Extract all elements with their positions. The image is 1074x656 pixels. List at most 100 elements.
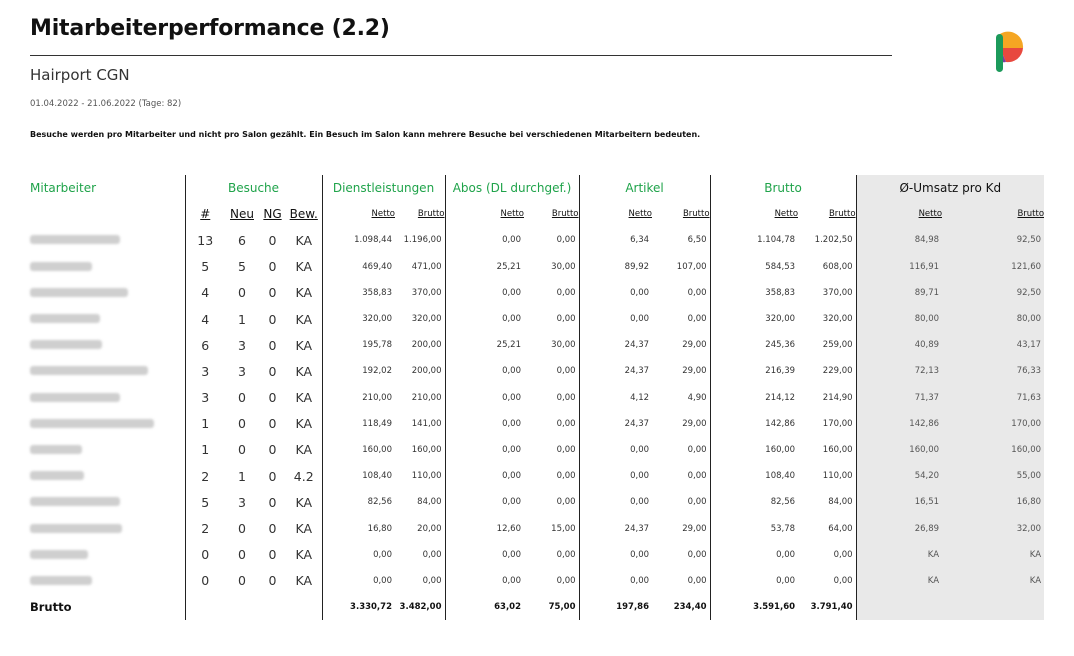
employee-name-redacted [26,306,185,332]
table-cell: 30,00 [551,340,576,351]
table-cell: 0,00 [709,567,799,594]
employee-name-redacted [26,437,185,463]
table-cell: 0,00 [444,541,524,568]
table-cell: 6 [238,232,246,248]
table-cell: 0,00 [556,314,576,325]
table-row: 4 0 0 KA 358,83 370,00 0,00 0,00 0,00 0,00 358,83 3… [26,279,1045,306]
table-cell: 0,00 [556,471,576,482]
table-cell: 142,86 [709,410,799,437]
table-cell: 214,90 [822,392,853,403]
table-cell: 0 [238,442,246,458]
table-cell: KA [942,541,1045,568]
table-row: 5 3 0 KA 82,56 84,00 0,00 0,00 0,00 0,00 82,56 84,0… [26,489,1045,516]
col-besuche: Besuche [184,175,322,202]
total-avg-empty [942,594,1045,621]
table-cell: 0,00 [556,287,576,298]
table-cell: 214,12 [709,384,799,411]
table-cell: 469,40 [321,253,395,280]
total-cell: 63,02 [444,594,524,621]
redacted-name-blur [30,366,148,376]
table-cell: 0 [268,521,277,537]
table-cell: 3 [238,337,246,353]
redacted-name-blur [30,235,120,245]
col-neu: Neu [230,207,254,222]
table-cell: 1.196,00 [403,235,442,246]
table-row: 4 1 0 KA 320,00 320,00 0,00 0,00 0,00 0,00 320,00 3… [26,305,1045,333]
table-cell: 0,00 [687,314,707,325]
performance-table: Mitarbeiter Besuche Dienstleistungen Abo… [26,175,1045,621]
col-avg-umsatz: Ø-Umsatz pro Kd [855,175,1045,202]
table-cell: 0,00 [578,279,653,306]
table-cell: 92,50 [942,279,1045,306]
table-cell: 210,00 [411,392,442,403]
table-cell: 16,80 [942,489,1045,516]
table-row: 1 0 0 KA 118,49 141,00 0,00 0,00 24,37 29,00 142,8… [26,410,1045,437]
table-cell: 320,00 [321,305,395,333]
employee-name-redacted [26,515,185,541]
col-mitarbeiter: Mitarbeiter [30,181,97,196]
table-cell: 259,00 [822,340,853,351]
table-row: 3 0 0 KA 210,00 210,00 0,00 0,00 4,12 4,90 214,12 2… [26,384,1045,411]
table-cell: 3 [184,384,225,411]
col-bew: Bew. [289,207,318,222]
redacted-name-blur [30,575,92,585]
col-abos: Abos (DL durchgef.) [444,175,580,202]
col-abo-netto: Netto [444,201,524,228]
employee-name-redacted [26,542,185,568]
table-cell: 0,00 [578,489,653,516]
table-cell: 0,00 [556,392,576,403]
table-cell: 1 [238,468,246,484]
table-cell: 0,00 [556,497,576,508]
table-cell: KA [295,442,313,458]
table-cell: 195,78 [321,332,395,359]
table-cell: 1 [184,410,225,437]
table-cell: 5 [184,253,225,280]
table-cell: KA [855,567,943,594]
table-cell: KA [295,259,313,275]
table-cell: 0 [268,311,277,327]
table-cell: 0,00 [833,575,853,586]
col-art-netto: Netto [578,201,653,228]
employee-name-redacted [26,568,185,594]
visits-note: Besuche werden pro Mitarbeiter und nicht… [30,130,701,139]
table-row: 2 0 0 KA 16,80 20,00 12,60 15,00 24,37 29,00 53,78… [26,515,1045,542]
table-cell: 0,00 [556,444,576,455]
table-cell: 64,00 [828,523,853,534]
table-cell: 0 [238,390,246,406]
table-cell: 370,00 [822,287,853,298]
table-cell: 76,33 [942,358,1045,385]
table-cell: 29,00 [682,366,707,377]
table-cell: 2 [184,515,225,542]
table-cell: 1 [184,436,225,464]
table-cell: 0 [268,337,277,353]
col-name-spacer [26,201,185,227]
table-cell: 0 [268,285,277,301]
table-cell: 200,00 [411,340,442,351]
table-row: 5 5 0 KA 469,40 471,00 25,21 30,00 89,92 107,00 58… [26,253,1045,280]
total-row: Brutto 3.330,72 3.482,00 63,02 75,00 197… [26,594,1045,621]
table-cell: 245,36 [709,332,799,359]
table-cell: 0,00 [687,287,707,298]
table-cell: 0 [268,390,277,406]
table-cell: 0,00 [687,471,707,482]
table-cell: 210,00 [321,384,395,411]
table-cell: 0,00 [687,497,707,508]
employee-name-redacted [26,411,185,437]
table-cell: 358,83 [321,279,395,306]
table-cell: KA [295,337,313,353]
table-cell: 0 [238,547,246,563]
table-cell: 13 [184,227,225,254]
redacted-name-blur [30,549,88,559]
table-cell: 358,83 [709,279,799,306]
table-cell: 53,78 [709,515,799,542]
table-cell: 80,00 [855,305,943,333]
table-cell: 4,90 [687,392,707,403]
table-cell: 29,00 [682,523,707,534]
table-cell: 82,56 [709,489,799,516]
employee-name-redacted [26,463,185,489]
table-cell: 0,00 [687,549,707,560]
col-dienstleistungen: Dienstleistungen [321,175,445,202]
table-cell: 89,92 [578,253,653,280]
col-avg-netto: Netto [855,201,943,228]
table-cell: 3 [238,363,246,379]
